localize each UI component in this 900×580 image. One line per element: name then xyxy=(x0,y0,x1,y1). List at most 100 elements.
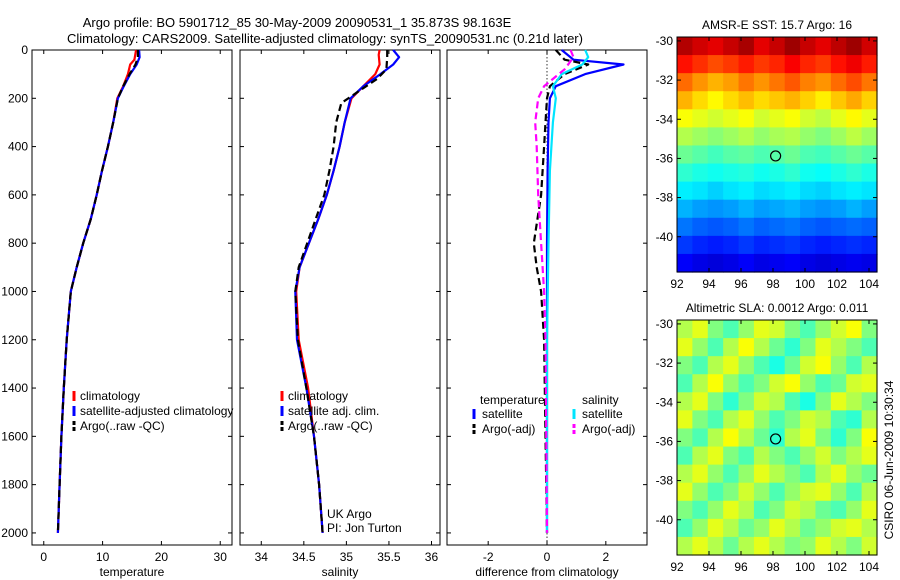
sla_map-cell xyxy=(784,428,801,448)
sla_map-cell xyxy=(692,482,709,502)
sla_map-cell xyxy=(677,536,693,556)
sst_map-cell xyxy=(861,37,878,56)
sla_map-cell xyxy=(677,338,693,357)
sst_map-cell xyxy=(769,199,786,219)
sla_map-cell xyxy=(830,374,847,393)
sst_map-cell xyxy=(753,145,770,165)
sla_map-cell xyxy=(769,500,786,520)
sst_map-cell xyxy=(846,73,863,92)
sst_map-cell xyxy=(800,199,817,219)
sla_map-cell xyxy=(677,410,693,430)
sst_map-cell xyxy=(707,73,724,92)
sla_map-cell xyxy=(784,392,801,411)
sla_map-cell xyxy=(784,446,801,466)
salinity-legend-label: climatology xyxy=(288,389,348,403)
sla_map-cell xyxy=(692,338,709,357)
sla_map-cell xyxy=(815,464,832,484)
temperature-ytick-label: 0 xyxy=(21,43,28,57)
sla_map-cell xyxy=(692,374,709,393)
sla_map-cell xyxy=(738,320,755,339)
salinity-xtick-label: 36 xyxy=(425,550,439,564)
sst_map-xtick-label: 102 xyxy=(827,277,847,291)
sst_map-cell xyxy=(784,109,801,128)
sla_map-cell xyxy=(707,356,724,375)
sla_map-cell xyxy=(800,500,817,520)
sla_map-cell xyxy=(738,392,755,411)
sst_map-cell xyxy=(692,37,709,56)
sla_map-cell xyxy=(861,428,878,448)
sst_map-cell xyxy=(753,253,770,273)
sst_map-cell xyxy=(800,163,817,183)
sst_map-cell xyxy=(784,127,801,147)
temperature-xtick-label: 20 xyxy=(155,550,169,564)
sst_map-cell xyxy=(753,73,770,92)
plot-area: 0 10 20 30020040060080010001200140016001800… xyxy=(1,18,879,579)
sla_map-cell xyxy=(861,482,878,502)
sla_map-cell xyxy=(677,374,693,393)
sla_map-cell xyxy=(769,374,786,393)
sst_map-cell xyxy=(846,37,863,56)
sla_map-cell xyxy=(830,356,847,375)
salinity-xlabel: salinity xyxy=(322,565,359,579)
sst_map-cell xyxy=(707,253,724,273)
sst_map-cell xyxy=(707,55,724,74)
sla_map-cell xyxy=(738,374,755,393)
sst_map-cell xyxy=(738,73,755,92)
sla_map-cell xyxy=(723,338,740,357)
sst_map-cell xyxy=(692,235,709,255)
sla_map-frame xyxy=(676,319,878,556)
sla_map-cell xyxy=(738,518,755,538)
sla_map-cell xyxy=(707,464,724,484)
sst_map-cell xyxy=(677,181,693,201)
sla_map-cell xyxy=(830,338,847,357)
sla_map-cell xyxy=(753,356,770,375)
sla_map-cell xyxy=(815,356,832,375)
sst_map-cell xyxy=(815,181,832,201)
sst_map-cell xyxy=(830,73,847,92)
temperature-ytick-label: 600 xyxy=(8,188,28,202)
sla_map-cell xyxy=(769,446,786,466)
sst_map-cell xyxy=(707,37,724,56)
temperature-ytick-label: 1400 xyxy=(1,381,28,395)
sla_map-cell xyxy=(738,338,755,357)
sst_map-cell xyxy=(692,55,709,74)
sla_map-cell xyxy=(861,338,878,357)
sla_map-cell xyxy=(800,464,817,484)
sla_map-cell xyxy=(800,446,817,466)
sst_map-cell xyxy=(846,127,863,147)
sst_map-cell xyxy=(677,73,693,92)
sst_map-cell xyxy=(800,145,817,165)
sla_map-cell xyxy=(753,446,770,466)
sla_map-cell xyxy=(846,410,863,430)
sst_map-cell xyxy=(769,235,786,255)
sla_map-cell xyxy=(738,410,755,430)
sla_map-ytick-label: -34 xyxy=(656,395,674,409)
sst_map-cell xyxy=(784,91,801,110)
salinity-frame xyxy=(239,49,441,546)
sst_map-ytick-label: -38 xyxy=(656,191,674,205)
salinity-annotation: PI: Jon Turton xyxy=(327,521,402,535)
sst_map-cell xyxy=(800,181,817,201)
sst_map-cell xyxy=(677,145,693,165)
sla_map-cell xyxy=(830,410,847,430)
sla_map-cell xyxy=(723,320,740,339)
sst_map-cell xyxy=(677,199,693,219)
sst_map-cell xyxy=(861,127,878,147)
sst_map-cell xyxy=(861,163,878,183)
sla_map-xtick-label: 102 xyxy=(827,560,847,574)
sla_map-cell xyxy=(707,338,724,357)
temperature-series-2-line xyxy=(56,50,139,533)
sla_map-cell xyxy=(769,482,786,502)
sst_map-cell xyxy=(723,145,740,165)
sla_map-cell xyxy=(846,356,863,375)
sst_map-ytick-label: -36 xyxy=(656,151,674,165)
sst_map-cell xyxy=(846,217,863,237)
sla_map-cell xyxy=(723,446,740,466)
sla_map-float-marker xyxy=(770,433,782,445)
sla_map-xtick-label: 104 xyxy=(859,560,879,574)
sla_map-cell xyxy=(769,428,786,448)
sla_map-ytick-label: -32 xyxy=(656,356,674,370)
sla_map-xtick-label: 96 xyxy=(734,560,748,574)
